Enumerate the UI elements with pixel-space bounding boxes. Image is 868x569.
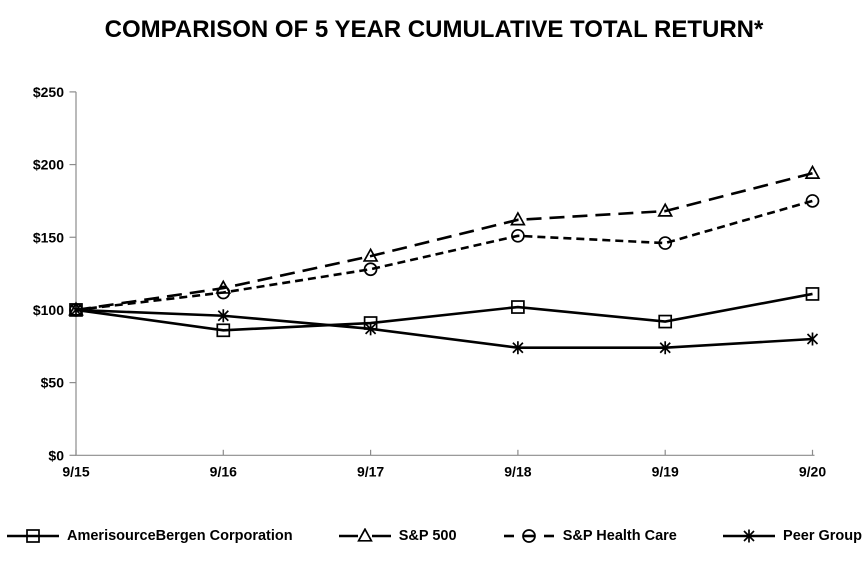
axis-lines (75, 91, 815, 456)
legend-label: S&P 500 (398, 528, 457, 544)
legend-swatch-triangle (338, 528, 391, 542)
star-marker-icon (659, 342, 671, 354)
x-tick-label: 9/19 (652, 463, 679, 479)
x-tick-label: 9/18 (504, 463, 531, 479)
star-marker-icon (364, 323, 377, 335)
triangle-marker-icon (356, 528, 373, 542)
square-marker-icon (805, 287, 820, 301)
y-tick-label: $0 (48, 447, 64, 463)
chart-legend: AmerisourceBergen Corporation S&P 500 S&P … (0, 528, 868, 544)
x-tick-label: 9/20 (799, 463, 826, 479)
x-tick-label: 9/15 (62, 463, 89, 479)
circle-marker-icon (805, 194, 820, 208)
legend-label: AmerisourceBergen Corporation (67, 528, 293, 544)
legend-swatch-star (723, 529, 776, 543)
star-marker-icon (512, 342, 524, 354)
circle-marker-icon (216, 285, 231, 300)
series-line-2 (75, 199, 813, 312)
chart-title: COMPARISON OF 5 YEAR CUMULATIVE TOTAL RE… (104, 16, 764, 43)
star-marker-icon (806, 333, 819, 345)
legend-item-1: S&P 500 (338, 528, 457, 544)
circle-marker-icon (511, 228, 525, 243)
triangle-marker-icon (362, 247, 379, 262)
series-line-0 (75, 292, 813, 332)
legend-swatch-square (7, 529, 59, 543)
square-marker-icon (26, 529, 40, 543)
line-chart-plot-area: $0 $50 $100 $150 $200 $250 9/15 9/16 9/17 9/18 9/1… (33, 84, 826, 479)
y-tick-label: $200 (33, 157, 64, 173)
legend-label: S&P Health Care (562, 528, 677, 544)
y-tick-label: $50 (41, 375, 65, 391)
circle-marker-icon (363, 262, 378, 277)
triangle-marker-icon (510, 211, 526, 226)
legend-item-0: AmerisourceBergen Corporation (6, 528, 293, 544)
square-marker-icon (658, 314, 673, 329)
series-line-1 (75, 172, 813, 312)
star-marker-icon (217, 310, 229, 322)
triangle-marker-icon (804, 164, 821, 179)
legend-item-3: Peer Group (722, 528, 862, 544)
legend-item-2: S&P Health Care (502, 528, 677, 544)
circle-marker-icon (658, 236, 673, 250)
legend-swatch-circle (503, 529, 554, 543)
legend-label: Peer Group (783, 528, 862, 544)
x-tick-label: 9/17 (357, 463, 384, 479)
y-tick-label: $100 (33, 302, 64, 318)
y-tick-label: $250 (33, 84, 64, 100)
star-marker-icon (743, 530, 755, 542)
triangle-marker-icon (657, 202, 674, 217)
square-marker-icon (511, 300, 525, 314)
star-marker-icon (70, 304, 82, 316)
x-tick-label: 9/16 (210, 463, 237, 479)
square-marker-icon (216, 323, 231, 338)
series-line-3 (75, 308, 813, 350)
y-tick-label: $150 (33, 229, 64, 245)
circle-marker-icon (521, 529, 536, 543)
